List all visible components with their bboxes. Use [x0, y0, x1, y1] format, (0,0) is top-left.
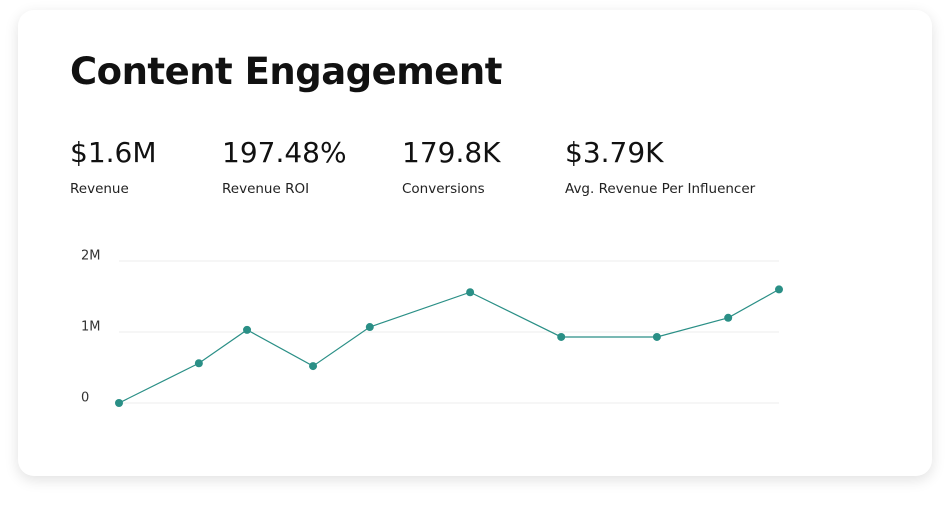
- line: [118, 288, 780, 404]
- stat-value: $3.79K: [565, 136, 664, 169]
- card: Content Engagement $1.6M Revenue 197.48% R…: [18, 10, 932, 476]
- y-tick-label: 2M: [81, 249, 101, 264]
- stat: $3.79K Avg. Revenue Per Influencer: [565, 136, 755, 197]
- point: [309, 362, 318, 371]
- point: [115, 399, 123, 407]
- point: [466, 288, 475, 297]
- card-title: Content Engagement: [70, 50, 502, 93]
- stat-value: $1.6M: [70, 136, 157, 169]
- point: [652, 332, 661, 341]
- y-tick-label: 1M: [81, 320, 101, 335]
- stat-label: Revenue: [70, 181, 129, 197]
- stat-label: Conversions: [402, 181, 485, 197]
- stat-label: Revenue ROI: [222, 181, 310, 197]
- stat: $1.6M Revenue: [70, 136, 157, 197]
- point: [243, 325, 252, 334]
- stat-value: 197.48%: [222, 136, 347, 169]
- point: [557, 332, 566, 341]
- point: [365, 323, 374, 332]
- point: [194, 359, 203, 368]
- point: [775, 285, 783, 294]
- stat: 197.48% Revenue ROI: [222, 136, 347, 197]
- stat-value: 179.8K: [402, 136, 501, 169]
- y-tick-label: 0: [81, 391, 89, 406]
- stat: 179.8K Conversions: [402, 136, 501, 197]
- point: [724, 313, 733, 322]
- stat-label: Avg. Revenue Per Influencer: [565, 181, 756, 197]
